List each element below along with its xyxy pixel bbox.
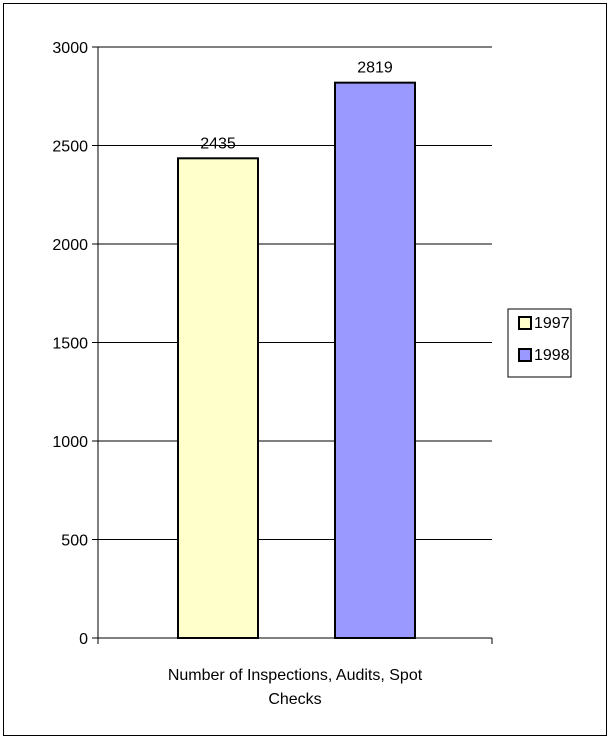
y-tick-label: 500 bbox=[61, 533, 88, 550]
data-label-1998: 2819 bbox=[357, 60, 393, 77]
category-labels: Number of Inspections, Audits, Spot Check… bbox=[168, 667, 423, 708]
chart-frame bbox=[3, 3, 607, 736]
bars bbox=[177, 81, 416, 640]
legend-swatch-1998 bbox=[518, 348, 532, 362]
y-tick-label: 1500 bbox=[52, 336, 88, 353]
category-label: Number of Inspections, Audits, Spot bbox=[168, 667, 423, 684]
data-label-1997: 2435 bbox=[200, 135, 236, 152]
y-tick-label: 0 bbox=[79, 631, 88, 648]
data-labels: 2435 2819 bbox=[200, 60, 393, 153]
bar-1998 bbox=[334, 81, 416, 640]
y-tick-label: 1000 bbox=[52, 434, 88, 451]
legend-label-1998: 1998 bbox=[534, 347, 570, 364]
legend-label-1997: 1997 bbox=[534, 315, 570, 332]
y-tick-label: 3000 bbox=[52, 40, 88, 57]
legend: 1997 1998 bbox=[507, 308, 572, 378]
legend-swatch-1997 bbox=[518, 316, 532, 330]
category-label: Checks bbox=[268, 691, 321, 708]
bar-1997 bbox=[177, 157, 259, 639]
gridlines bbox=[98, 46, 492, 540]
y-tick-labels: 0 500 1000 1500 2000 2500 3000 bbox=[52, 40, 88, 648]
y-tick-label: 2000 bbox=[52, 237, 88, 254]
y-tick-label: 2500 bbox=[52, 139, 88, 156]
axes bbox=[92, 46, 493, 644]
